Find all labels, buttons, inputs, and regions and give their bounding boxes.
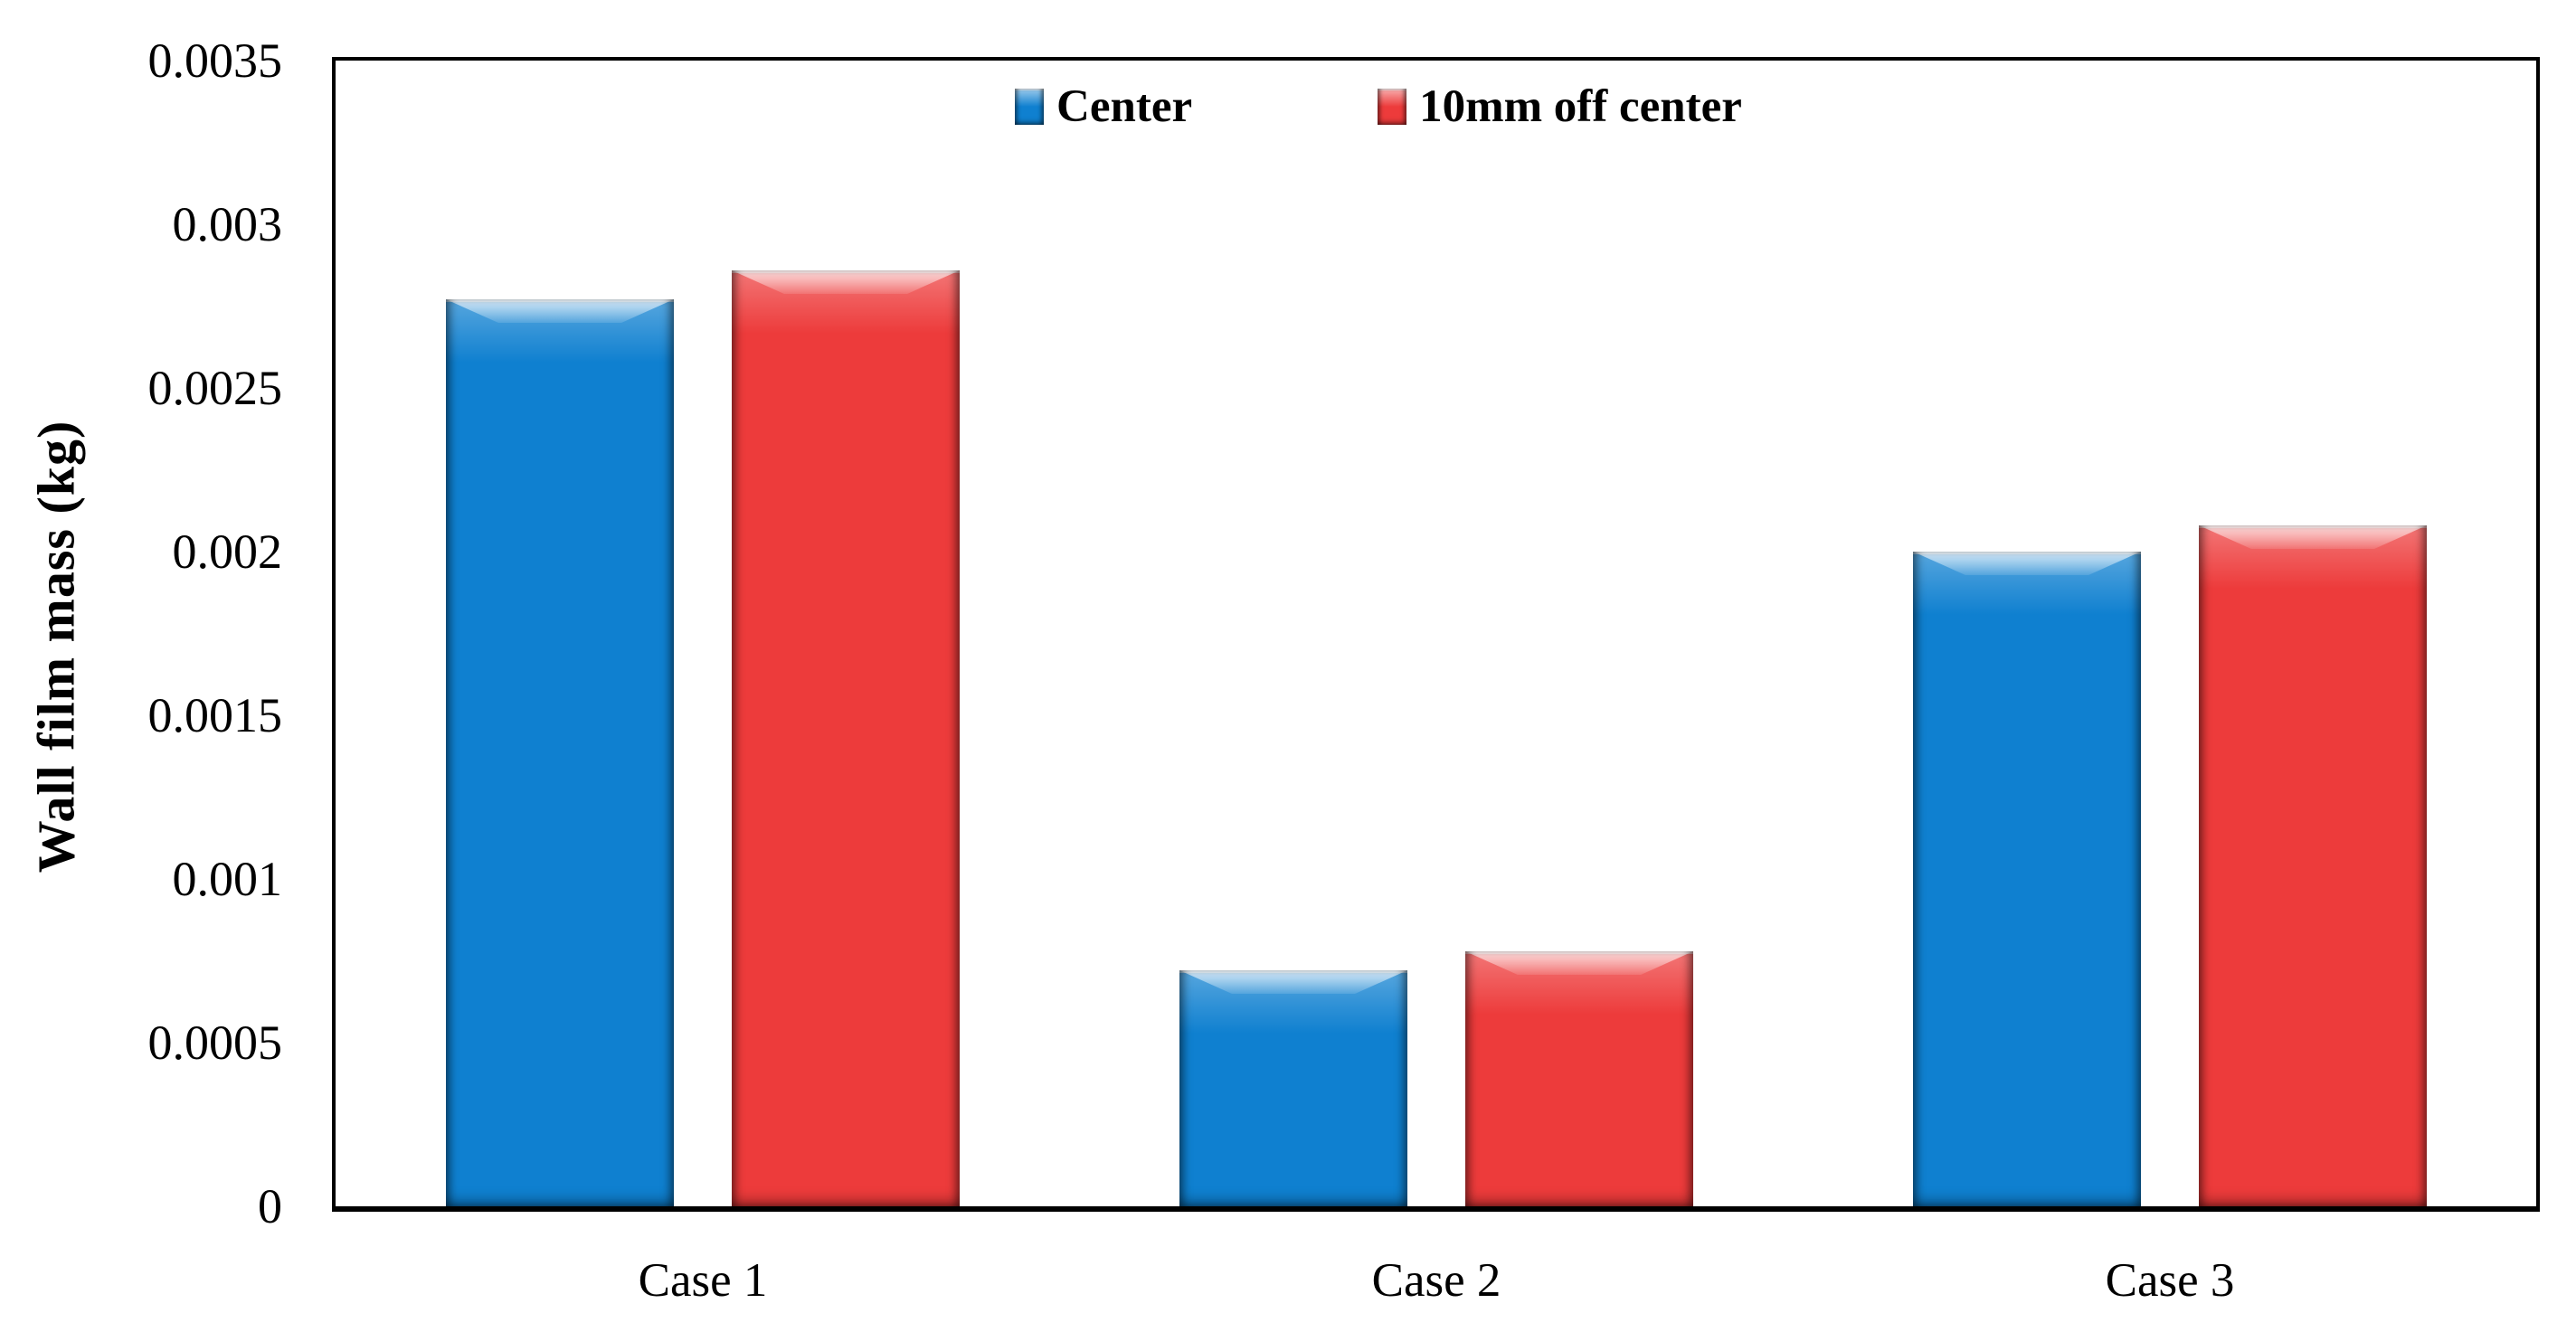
y-axis-tick-0.0015: 0.0015 [147, 688, 283, 742]
bar-case3-center [1913, 552, 2141, 1206]
y-axis-tick-0.0035: 0.0035 [147, 33, 283, 88]
y-axis-tick-0.0025: 0.0025 [147, 361, 283, 415]
bar-case1-10mm-off-center [732, 270, 960, 1206]
y-axis-tick-0.0005: 0.0005 [147, 1016, 283, 1070]
legend-label-center: Center [1056, 81, 1193, 132]
x-axis-label-case1: Case 1 [638, 1254, 768, 1307]
legend-label-10mm-off-center: 10mm off center [1419, 81, 1742, 132]
legend-item-10mm-off-center: 10mm off center [1378, 80, 1742, 134]
bar-case2-10mm-off-center [1465, 951, 1693, 1206]
y-axis-tick-0.001: 0.001 [172, 852, 283, 906]
y-axis-tick-0.002: 0.002 [172, 524, 283, 579]
bar-case3-10mm-off-center [2199, 525, 2427, 1206]
y-axis-title: Wall film mass (kg) [26, 420, 86, 874]
x-axis-label-case3: Case 3 [2105, 1254, 2235, 1307]
legend-item-center: Center [1015, 80, 1192, 134]
legend-marker-center-icon [1015, 89, 1044, 125]
y-axis-tick-0: 0 [258, 1179, 282, 1233]
legend: Center 10mm off center [1015, 80, 1742, 134]
bar-case1-center [446, 299, 674, 1206]
y-axis-tick-0.003: 0.003 [172, 197, 283, 251]
plot-area [332, 57, 2540, 1212]
bar-case2-center [1179, 970, 1407, 1206]
x-axis-label-case2: Case 2 [1371, 1254, 1501, 1307]
legend-marker-10mm-off-center-icon [1378, 89, 1407, 125]
